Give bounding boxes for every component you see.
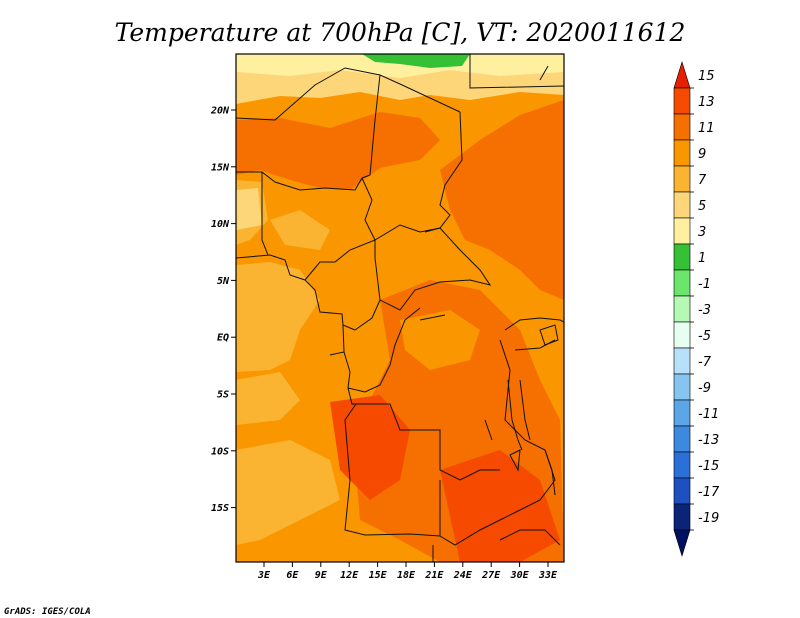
colorbar-segment: [673, 477, 691, 505]
colorbar-segment: [673, 87, 691, 115]
colorbar-segment: [673, 165, 691, 193]
field-7c-southwest: [236, 440, 340, 545]
lon-tick-label: 3E: [257, 570, 271, 581]
field-7c-nigeria: [270, 210, 330, 250]
colorbar-segment: [673, 269, 691, 297]
colorbar-segment: [673, 113, 691, 141]
lon-tick-label: 9E: [315, 570, 328, 581]
colorbar-label: 13: [698, 95, 715, 110]
lon-tick-label: 21E: [424, 570, 444, 581]
field-3c-north: [236, 54, 564, 78]
credit-text: GrADS: IGES/COLA: [4, 607, 91, 617]
colorbar-label: 3: [698, 225, 706, 240]
colorbar-segment: [673, 373, 691, 401]
lat-tick-label: EQ: [217, 333, 229, 344]
colorbar-segment: [673, 503, 691, 531]
field-13c-zambia: [440, 450, 560, 562]
field-11c-east: [440, 100, 564, 300]
colorbar-segment: [673, 243, 691, 271]
lon-tick-label: 18E: [397, 570, 416, 581]
field-13c-angola: [330, 395, 410, 500]
lat-tick-label: 5S: [217, 390, 229, 401]
colorbar-segment: [673, 347, 691, 375]
colorbar-label: -9: [698, 381, 711, 396]
colorbar-label: -1: [698, 277, 711, 292]
field-11c-sahel-west: [236, 112, 440, 190]
colorbar-label: 7: [698, 173, 707, 188]
colorbar-label: -13: [698, 433, 719, 448]
lat-tick-label: 20N: [210, 106, 230, 117]
colorbar-segment: [673, 217, 691, 245]
colorbar-segment: [673, 399, 691, 427]
lon-tick-label: 6E: [286, 570, 299, 581]
colorbar-label: -5: [698, 329, 711, 344]
colorbar-label: 1: [698, 251, 706, 266]
colorbar-segment: [673, 425, 691, 453]
lat-tick-label: 15S: [211, 503, 229, 514]
lat-tick-label: 10N: [211, 219, 230, 230]
colorbar-label: -17: [698, 485, 720, 500]
colorbar-segment: [673, 139, 691, 167]
field-9c-congo: [400, 310, 480, 370]
lat-tick-label: 15N: [211, 162, 230, 173]
lat-tick-label: 10S: [211, 446, 229, 457]
colorbar-label: -19: [698, 511, 719, 526]
colorbar-label: 11: [698, 121, 715, 136]
lon-tick-label: 30E: [510, 570, 530, 581]
colorbar-label: -3: [698, 303, 711, 318]
colorbar: 15 13 11 9 7 5 3 1 -1 -3 -5 -7 -9 -11 -13 -15 -17 -19: [673, 60, 720, 558]
colorbar-segment: [673, 529, 691, 558]
field-5c-westafrica: [236, 188, 262, 230]
lon-tick-label: 24E: [453, 570, 473, 581]
colorbar-label: -15: [698, 459, 719, 474]
field-7c-atlantic: [236, 372, 300, 425]
colorbar-segment: [673, 191, 691, 219]
temperature-map: [236, 54, 564, 562]
country-borders: [236, 54, 564, 562]
lon-tick-label: 12E: [340, 570, 359, 581]
field-1c-north: [362, 54, 470, 68]
lon-tick-label: 33E: [538, 570, 558, 581]
colorbar-label: 15: [698, 69, 715, 84]
colorbar-label: 9: [698, 147, 706, 162]
lakes: [419, 314, 559, 496]
map-frame: [235, 53, 565, 563]
lat-tick-label: 5N: [217, 276, 230, 287]
lon-tick-label: 15E: [369, 570, 388, 581]
colorbar-label: -7: [698, 355, 712, 370]
colorbar-segment: [673, 451, 691, 479]
latitude-axis: 20N 15N 10N 5N EQ 5S 10S 15S: [210, 106, 236, 514]
colorbar-segment: [673, 321, 691, 349]
colorbar-segment: [673, 60, 691, 89]
chart-title: Temperature at 700hPa [C], VT: 202001161…: [115, 18, 686, 47]
lon-tick-label: 27E: [481, 570, 501, 581]
field-7c-coast: [236, 262, 320, 372]
colorbar-label: -11: [698, 407, 719, 422]
colorbar-label: 5: [698, 199, 706, 214]
longitude-axis: 3E 6E 9E 12E 15E 18E 21E 24E 27E 30E 33E: [257, 562, 558, 581]
colorbar-segment: [673, 295, 691, 323]
